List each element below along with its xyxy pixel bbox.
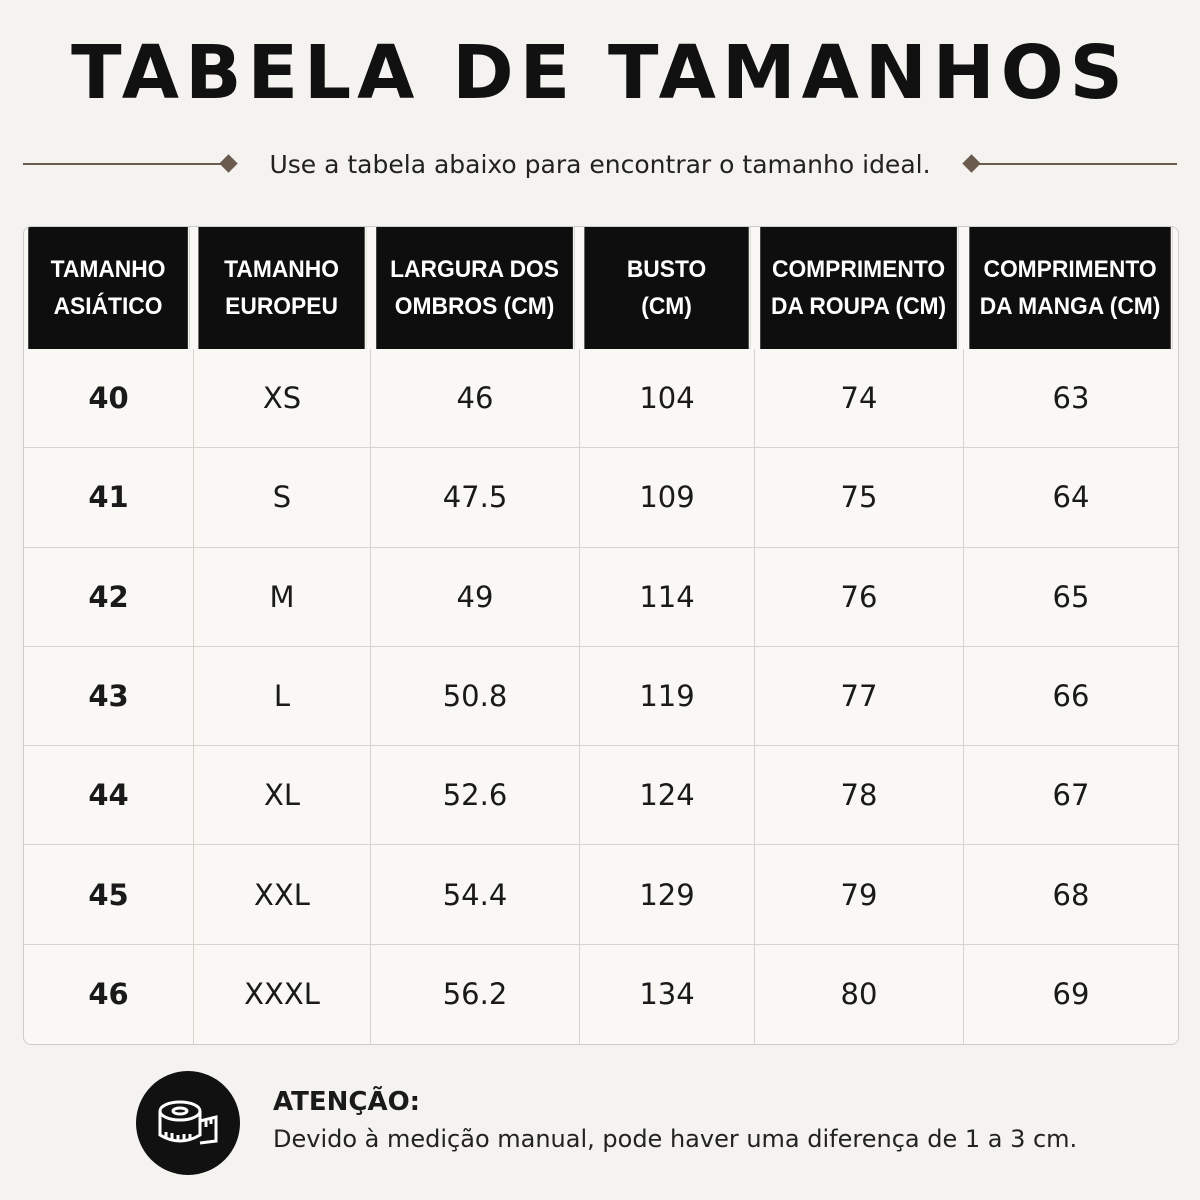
- column-header: LARGURA DOS OMBROS (CM): [376, 227, 575, 349]
- cell: 56.2: [371, 944, 580, 1044]
- cell: M: [194, 547, 371, 647]
- cell: 54.4: [371, 845, 580, 945]
- cell: 42: [24, 547, 194, 647]
- header-line: COMPRIMENTO: [771, 256, 946, 283]
- cell: S: [194, 448, 371, 548]
- note-heading: ATENÇÃO:: [273, 1087, 421, 1117]
- cell: 45: [24, 845, 194, 945]
- cell: 44: [24, 746, 194, 846]
- cell: 134: [580, 944, 755, 1044]
- cell: XXL: [194, 845, 371, 945]
- header-line: DA ROUPA (CM): [770, 293, 947, 320]
- cell: XL: [194, 746, 371, 846]
- subtitle: Use a tabela abaixo para encontrar o tam…: [269, 150, 931, 179]
- header-line: LARGURA DOS: [390, 256, 559, 283]
- cell: 119: [580, 646, 755, 747]
- cell: 74: [755, 349, 964, 449]
- cell: 41: [24, 448, 194, 548]
- note-text: Devido à medição manual, pode haver uma …: [273, 1125, 1078, 1153]
- cell: 43: [24, 646, 194, 747]
- cell: XXXL: [194, 944, 371, 1044]
- title: TABELA DE TAMANHOS: [71, 30, 1129, 116]
- cell: 47.5: [371, 448, 580, 548]
- column-header: TAMANHO EUROPEU: [198, 227, 367, 349]
- cell: 63: [964, 349, 1178, 449]
- header-line: ASIÁTICO: [53, 293, 163, 320]
- size-table: TAMANHO ASIÁTICO TAMANHO EUROPEU LARGURA DOS…: [23, 226, 1179, 1045]
- divider: [23, 163, 223, 165]
- cell: 124: [580, 746, 755, 846]
- cell: 79: [755, 845, 964, 945]
- tape-icon: [136, 1071, 240, 1175]
- cell: 109: [580, 448, 755, 548]
- cell: 52.6: [371, 746, 580, 846]
- divider: [976, 163, 1177, 165]
- cell: 40: [24, 349, 194, 449]
- cell: 68: [964, 845, 1178, 945]
- cell: 67: [964, 746, 1178, 846]
- column-header: COMPRIMENTO DA ROUPA (CM): [760, 227, 959, 349]
- cell: XS: [194, 349, 371, 449]
- column-header: COMPRIMENTO DA MANGA (CM): [969, 227, 1173, 349]
- cell: 46: [24, 944, 194, 1044]
- header-line: DA MANGA (CM): [979, 293, 1161, 320]
- header-line: (CM): [641, 293, 692, 320]
- cell: 46: [371, 349, 580, 449]
- cell: 66: [964, 647, 1178, 747]
- cell: 49: [371, 547, 580, 647]
- cell: 78: [755, 746, 964, 846]
- header-line: TAMANHO: [224, 256, 339, 283]
- header-line: BUSTO: [626, 256, 707, 283]
- cell: L: [194, 646, 371, 747]
- cell: 65: [964, 548, 1178, 647]
- cell: 77: [755, 646, 964, 747]
- column-header: TAMANHO ASIÁTICO: [28, 227, 190, 349]
- cell: 76: [755, 547, 964, 647]
- cell: 50.8: [371, 646, 580, 747]
- cell: 80: [755, 944, 964, 1044]
- cell: 75: [755, 448, 964, 548]
- cell: 104: [580, 349, 755, 449]
- cell: 114: [580, 547, 755, 647]
- cell: 69: [1052, 977, 1090, 1012]
- cell: 64: [964, 448, 1178, 548]
- column-header: BUSTO (CM): [584, 227, 751, 349]
- cell: 129: [580, 845, 755, 945]
- header-line: EUROPEU: [225, 293, 338, 320]
- header-line: OMBROS (CM): [394, 293, 555, 320]
- header-line: TAMANHO: [50, 256, 166, 283]
- header-line: COMPRIMENTO: [983, 256, 1157, 283]
